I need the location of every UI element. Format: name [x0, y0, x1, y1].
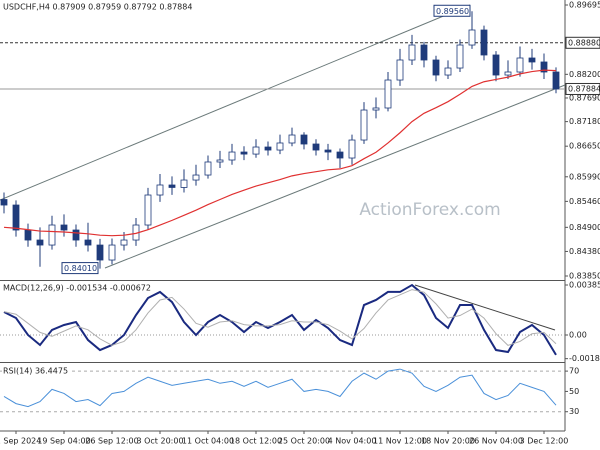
x-tick-label: 3 Dec 12:00 [520, 437, 569, 446]
candle-body [468, 29, 476, 46]
y-tick-label: 0.003855 [569, 280, 600, 289]
candle-body [24, 229, 32, 241]
candle-body [480, 29, 488, 56]
x-tick-label: 26 Nov 04:00 [469, 437, 523, 446]
candle-body [516, 57, 524, 73]
candle-body [36, 239, 44, 246]
annotation-label: 0.84010 [64, 264, 97, 273]
candle-body [360, 109, 368, 141]
candle-body [168, 184, 176, 188]
candle-body [312, 143, 320, 151]
x-tick-label: 18 Oct 12:00 [230, 437, 282, 446]
channel-line [0, 4, 471, 201]
y-tick-label: 0.84900 [569, 223, 600, 232]
candle-body [84, 239, 92, 246]
candle-body [108, 244, 116, 261]
candle-body [420, 44, 428, 61]
candle-body [240, 151, 248, 155]
y-tick-label: 0.85990 [569, 172, 600, 181]
x-tick-label: 11 Oct 04:00 [182, 437, 234, 446]
candle-body [180, 179, 188, 188]
candle-body [540, 61, 548, 73]
series-line [3, 283, 557, 356]
candle-body [492, 54, 500, 76]
y-tick-label: -0.001825 [569, 354, 600, 363]
price-label: 0.87884 [568, 84, 600, 93]
y-tick-label: 0.83850 [569, 272, 600, 281]
x-tick-label: 11 Sep 2024 [0, 437, 41, 446]
candle-body [336, 151, 344, 159]
y-tick-label: 0.88200 [569, 70, 600, 79]
candle-body [456, 44, 464, 69]
x-tick-label: 4 Nov 04:00 [328, 437, 377, 446]
panel-label: USDCHF,H4 0.87909 0.87959 0.87792 0.8788… [3, 3, 192, 12]
panel-label: RSI(14) 36.4475 [3, 367, 68, 376]
candle-body [432, 59, 440, 76]
candle-body [156, 184, 164, 196]
x-tick-label: 26 Sep 12:00 [85, 437, 138, 446]
candle-body [444, 67, 452, 76]
annotation-label: 0.89560 [436, 7, 469, 16]
candle-body [288, 134, 296, 144]
y-tick-label: 0.87180 [569, 117, 600, 126]
y-tick-label: 50 [569, 387, 579, 396]
y-tick-label: 70 [569, 367, 579, 376]
y-tick-label: 0.87690 [569, 93, 600, 102]
x-tick-label: 3 Oct 20:00 [136, 437, 183, 446]
candle-body [192, 174, 200, 181]
candle-body [372, 107, 380, 111]
x-tick-label: 18 Nov 20:00 [421, 437, 475, 446]
watermark: ActionForex.com [359, 200, 500, 220]
candle-body [504, 71, 512, 76]
y-tick-label: 0.85460 [569, 197, 600, 206]
annotation-box [433, 4, 471, 17]
candle-body [252, 146, 260, 155]
candle-body [396, 59, 404, 81]
macd-trend-line [414, 284, 556, 331]
candle-body [204, 161, 212, 176]
y-tick-label: 0.84380 [569, 247, 600, 256]
candle-body [60, 224, 68, 231]
y-tick-label: 30 [569, 407, 579, 416]
candle-body [348, 139, 356, 159]
panel-label-bg [2, 283, 152, 293]
series-line [3, 289, 557, 346]
panel-label: MACD(12,26,9) -0.001534 -0.000672 [3, 284, 151, 293]
x-tick-label: 25 Oct 20:00 [278, 437, 330, 446]
price-label-box [565, 82, 600, 95]
candle-body [324, 149, 332, 153]
channel-line [104, 84, 566, 269]
series-line [3, 368, 557, 408]
candle-body [120, 239, 128, 246]
candle-body [528, 57, 536, 63]
price-label: 0.88880 [568, 38, 600, 47]
panel-label-bg [2, 366, 70, 376]
candle-body [216, 159, 224, 163]
annotation-box [61, 262, 99, 275]
candle-body [48, 224, 56, 246]
series-line [3, 69, 557, 237]
candle-body [96, 244, 104, 261]
x-tick-label: 19 Sep 04:00 [37, 437, 90, 446]
candle-body [276, 142, 284, 151]
candle-body [228, 151, 236, 161]
candle-body [0, 199, 8, 206]
candle-body [384, 79, 392, 109]
y-tick-label: 0.00 [569, 330, 587, 339]
candle-body [300, 134, 308, 145]
x-tick-label: 11 Nov 12:00 [373, 437, 427, 446]
y-tick-label: 0.86650 [569, 142, 600, 151]
candle-body [72, 229, 80, 241]
panel-label-bg [2, 2, 194, 12]
price-label-box [565, 36, 600, 49]
candle-body [408, 44, 416, 61]
candle-body [12, 204, 20, 231]
candle-body [144, 194, 152, 226]
candle-body [264, 146, 272, 151]
y-tick-label: 0.89695 [569, 1, 600, 10]
candle-body [552, 71, 560, 90]
